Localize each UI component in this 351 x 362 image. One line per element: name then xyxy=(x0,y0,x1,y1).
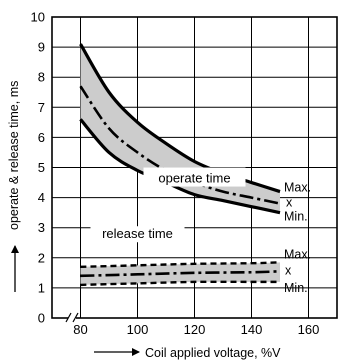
group-label-backdrop xyxy=(143,167,246,187)
axis-break-mark xyxy=(65,312,72,323)
y-tick-label: 3 xyxy=(38,220,45,235)
axis-break-mark xyxy=(72,312,79,323)
y-tick-label: 7 xyxy=(38,100,45,115)
x-axis-title: Coil applied voltage, %V xyxy=(94,346,281,360)
y-axis-title: operate & release time, ms xyxy=(7,81,21,292)
y-tick-label: 4 xyxy=(38,190,45,205)
y-tick-label: 5 xyxy=(38,160,45,175)
y-tick-label: 1 xyxy=(38,280,45,295)
y-tick-label: 2 xyxy=(38,250,45,265)
series-end-label: Max. xyxy=(284,247,311,261)
plot-border xyxy=(51,16,338,319)
series-line xyxy=(80,270,281,278)
x-tick-label: 120 xyxy=(184,322,206,337)
series-line xyxy=(80,280,280,287)
range-band xyxy=(80,262,280,285)
range-bands xyxy=(80,44,280,285)
x-tick-label: 100 xyxy=(127,322,149,337)
series-end-label: Min. xyxy=(284,281,308,295)
group-label-backdrop xyxy=(90,226,185,243)
y-tick-label: 0 xyxy=(38,311,45,326)
x-tick-label: 140 xyxy=(241,322,263,337)
axis-break-gap xyxy=(68,314,76,322)
series-line xyxy=(79,43,281,194)
plot-frame xyxy=(51,16,338,323)
y-axis-label: operate & release time, ms xyxy=(7,81,21,230)
group-label: release time xyxy=(102,226,173,241)
series-end-label: Max. xyxy=(284,181,311,195)
series-end-label: Min. xyxy=(284,210,308,224)
series-end-label: x xyxy=(286,196,293,210)
x-tick-label: 80 xyxy=(73,322,87,337)
series-line xyxy=(79,118,281,215)
series-end-label: x xyxy=(285,263,292,277)
y-tick-label: 9 xyxy=(38,40,45,55)
tick-labels: 0 1 2 3 4 5 6 7 8 9 10 80 100 120 140 160 xyxy=(31,10,320,338)
x-tick-label: 160 xyxy=(298,322,320,337)
series-line xyxy=(80,261,281,269)
y-tick-label: 8 xyxy=(38,70,45,85)
y-tick-label: 6 xyxy=(38,130,45,145)
group-label: operate time xyxy=(158,171,230,186)
x-axis-label: Coil applied voltage, %V xyxy=(145,346,281,360)
y-tick-label: 10 xyxy=(31,10,45,25)
